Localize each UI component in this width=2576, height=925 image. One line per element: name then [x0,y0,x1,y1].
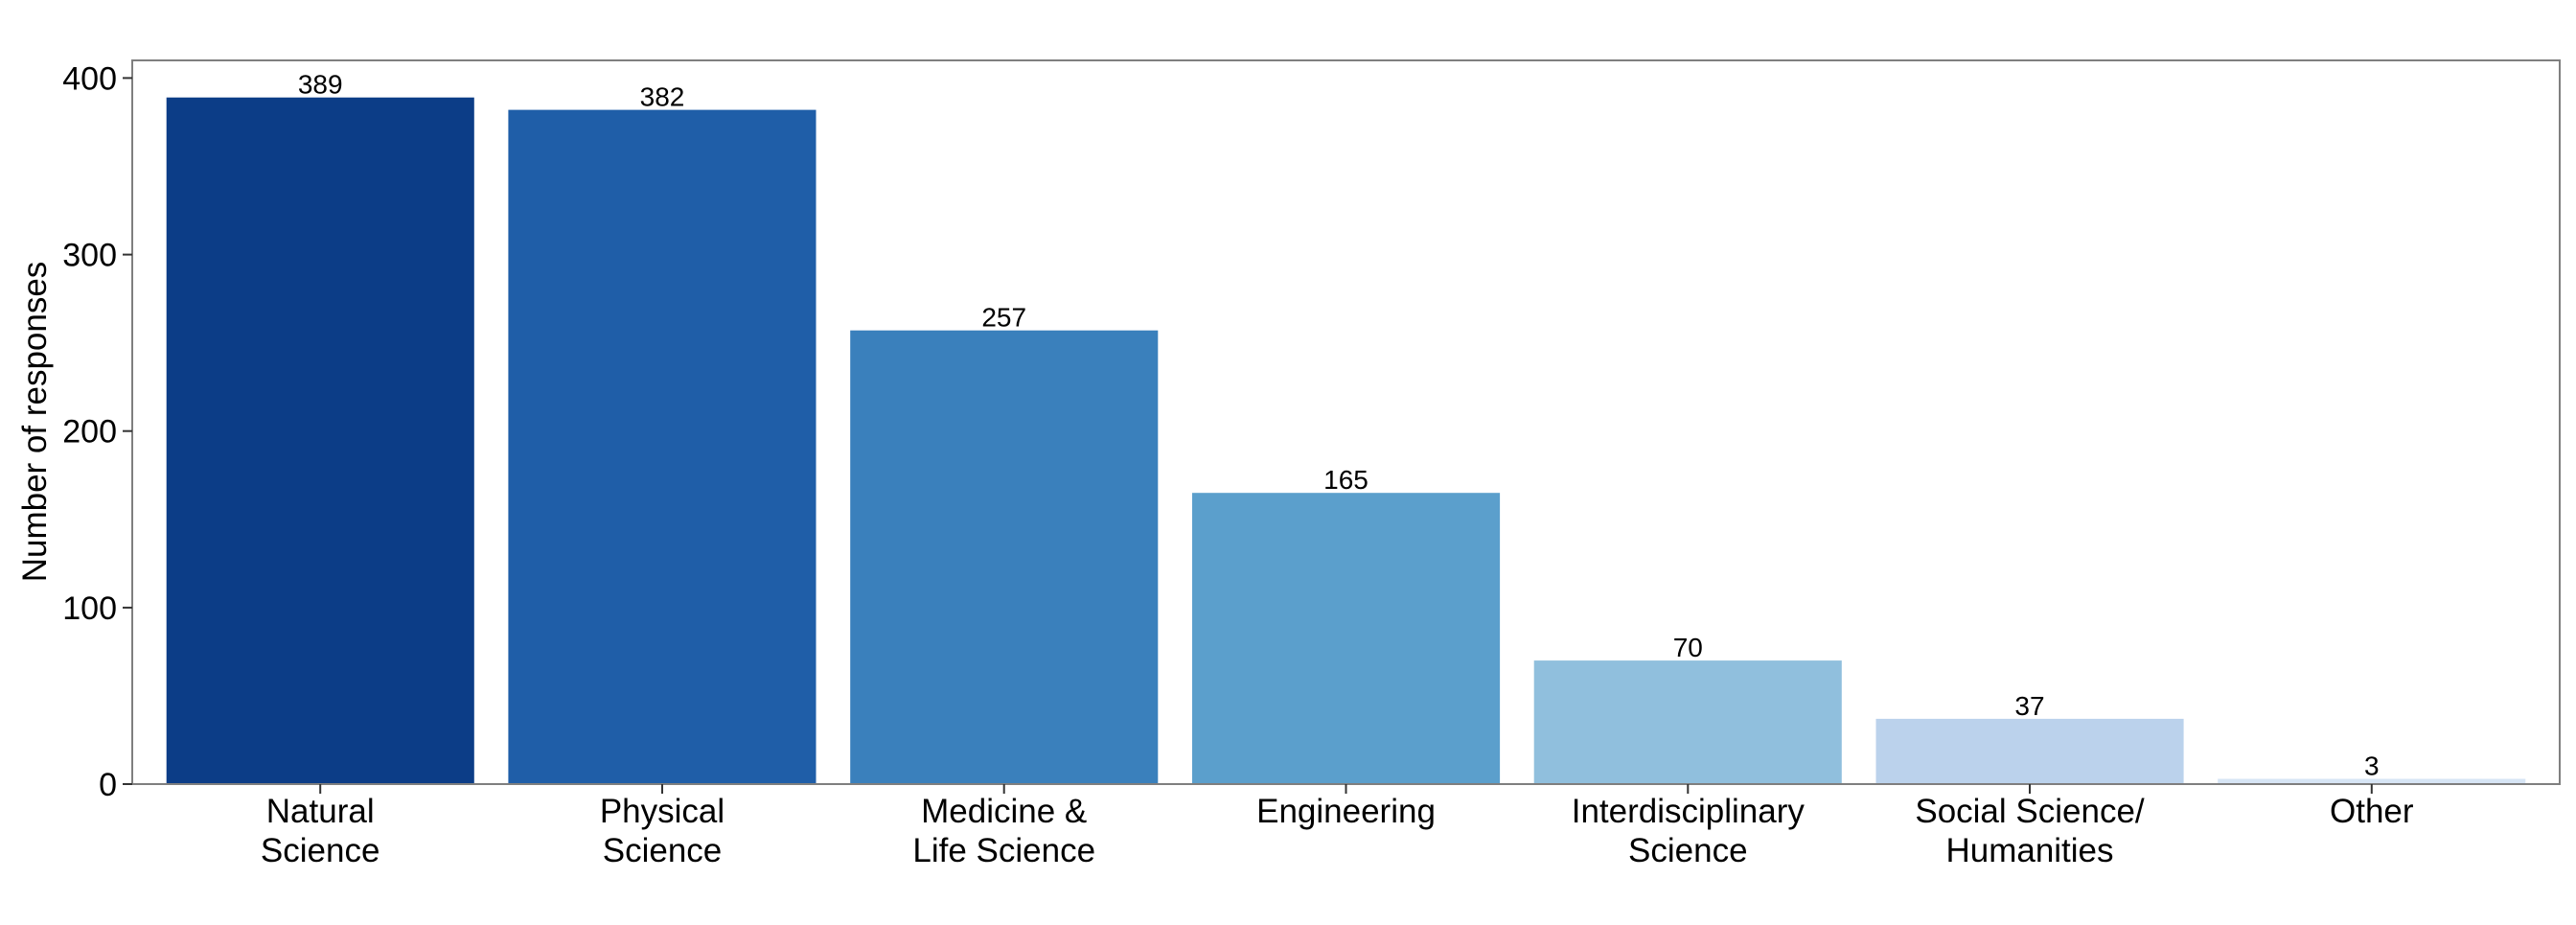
x-tick-label-line: Science [603,832,723,869]
x-tick-label: Engineering [1256,793,1436,830]
bar [166,97,474,784]
data-labels: 389 382 257 165 70 37 3 [298,70,2380,781]
y-tick-label: 300 [62,238,117,274]
y-axis: 0 100 200 300 400 [62,60,132,803]
x-tick-label-line: Science [261,832,380,869]
x-tick-label-line: Interdisciplinary [1572,793,1806,830]
bar [850,330,1159,784]
x-tick-label-line: Engineering [1256,793,1436,830]
x-tick-label-line: Science [1628,832,1748,869]
y-tick-label: 400 [62,60,117,97]
y-axis-title: Number of responses [16,262,54,583]
bar-value-label: 37 [2014,691,2044,721]
x-tick-label-line: Humanities [1945,832,2113,869]
x-tick-label-line: Physical [600,793,724,830]
x-tick-label: Medicine & Life Science [912,793,1095,869]
bar [2218,778,2526,784]
y-tick-label: 100 [62,590,117,627]
y-tick-label: 200 [62,414,117,451]
x-tick-label-line: Other [2330,793,2414,830]
bar-value-label: 382 [640,82,685,112]
bar [1875,718,2184,784]
x-tick-label: Other [2330,793,2414,830]
x-tick-label-line: Life Science [912,832,1095,869]
x-tick-label-line: Social Science/ [1915,793,2145,830]
x-tick-label: Social Science/Humanities [1915,793,2145,869]
bar-value-label: 389 [298,70,343,100]
bar [508,109,816,785]
x-tick-label: Interdisciplinary Science [1572,793,1806,869]
bar [1533,660,1842,784]
x-tick-label: Natural Science [261,793,380,869]
bar-value-label: 165 [1323,465,1368,495]
bar-value-label: 70 [1673,633,1703,662]
x-tick-label-line: Natural [266,793,375,830]
bar-value-label: 3 [2364,752,2380,781]
x-tick-label-line: Medicine & [921,793,1087,830]
y-tick-label: 0 [99,767,117,803]
bar-value-label: 257 [981,303,1026,333]
bars-layer [166,97,2526,785]
bar [1192,493,1501,784]
x-tick-label: Physical Science [600,793,724,869]
